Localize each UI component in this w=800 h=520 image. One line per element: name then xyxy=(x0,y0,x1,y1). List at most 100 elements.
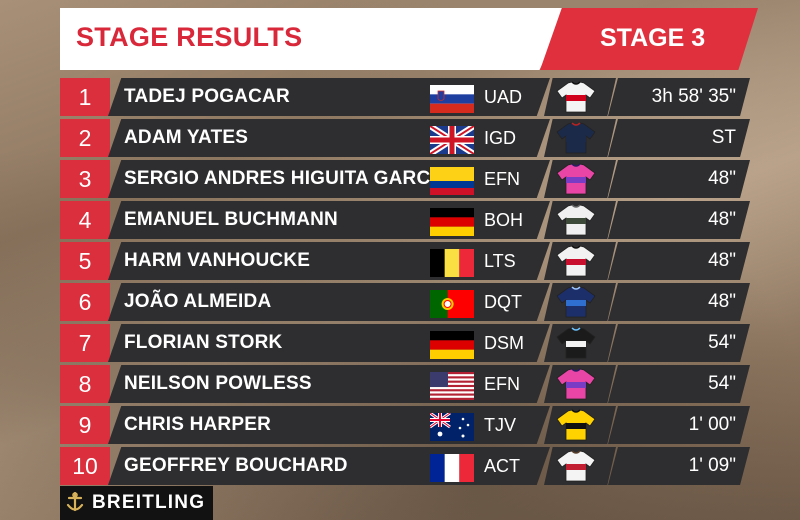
team-code: UAD xyxy=(484,87,523,107)
belgium-flag-icon xyxy=(430,249,474,277)
rider-name: EMANUEL BUCHMANN xyxy=(124,209,338,230)
germany-flag-icon xyxy=(430,208,474,236)
team-code: EFN xyxy=(484,169,520,189)
time-panel xyxy=(608,406,750,444)
position-number: 1 xyxy=(78,84,92,110)
usa-flag-icon xyxy=(430,372,474,400)
france-flag-icon xyxy=(430,454,474,482)
finish-time: 48" xyxy=(708,291,736,312)
finish-time: 54" xyxy=(708,332,736,353)
position-number: 5 xyxy=(78,248,92,274)
colombia-flag-icon xyxy=(430,167,474,195)
portugal-flag-icon xyxy=(430,290,474,318)
time-panel xyxy=(608,365,750,403)
ag2r-jersey-icon xyxy=(556,450,596,482)
rider-name-panel xyxy=(108,447,550,485)
ef-jersey-icon xyxy=(556,163,596,195)
sponsor-panel xyxy=(60,486,213,520)
rider-name-panel xyxy=(108,201,550,239)
stage-label: STAGE 3 xyxy=(600,24,706,52)
dsm-jersey-icon xyxy=(556,327,596,359)
rider-name-panel xyxy=(108,242,550,280)
slovenia-flag-icon xyxy=(430,85,474,113)
team-code: TJV xyxy=(484,415,517,435)
time-panel xyxy=(608,242,750,280)
rider-name: TADEJ POGACAR xyxy=(124,86,290,107)
rider-name-panel xyxy=(108,283,550,321)
finish-time: 48" xyxy=(708,250,736,271)
time-panel xyxy=(608,78,750,116)
rider-name-panel xyxy=(108,324,550,362)
rider-name: CHRIS HARPER xyxy=(124,414,272,435)
uk-flag-icon xyxy=(430,126,474,154)
table-row: 8 NEILSON POWLESS EFN 54" xyxy=(60,365,750,403)
position-number: 9 xyxy=(78,412,92,438)
table-row: 4 EMANUEL BUCHMANN BOH 48" xyxy=(60,201,750,239)
rider-name: ADAM YATES xyxy=(124,127,249,148)
table-row: 10 GEOFFREY BOUCHARD ACT 1' 09" xyxy=(60,447,750,485)
position-badge xyxy=(60,242,110,280)
page-title: STAGE RESULTS xyxy=(76,22,303,52)
time-panel xyxy=(608,283,750,321)
position-number: 2 xyxy=(78,125,92,151)
position-badge xyxy=(60,119,110,157)
table-row: 3 SERGIO ANDRES HIGUITA GARCIA EFN 48" xyxy=(60,160,750,198)
bora-jersey-icon xyxy=(556,204,596,236)
position-number: 8 xyxy=(78,371,92,397)
position-badge xyxy=(60,324,110,362)
position-number: 10 xyxy=(72,453,98,479)
position-number: 4 xyxy=(78,207,92,233)
team-code: IGD xyxy=(484,128,517,148)
table-row: 1 TADEJ POGACAR UAD 3h 58' 35" xyxy=(60,78,750,116)
time-panel xyxy=(608,447,750,485)
germany-flag-icon xyxy=(430,331,474,359)
stage-badge-panel xyxy=(540,8,758,70)
position-badge xyxy=(60,283,110,321)
table-row: 7 FLORIAN STORK DSM 54" xyxy=(60,324,750,362)
rider-name: JOÃO ALMEIDA xyxy=(124,291,272,312)
jumbo-jersey-icon xyxy=(556,409,596,441)
finish-time: 48" xyxy=(708,209,736,230)
rider-name: FLORIAN STORK xyxy=(124,332,283,353)
rider-name: NEILSON POWLESS xyxy=(124,373,312,394)
team-code: EFN xyxy=(484,374,520,394)
sponsor-name: BREITLING xyxy=(92,492,206,513)
position-number: 7 xyxy=(78,330,92,356)
position-number: 3 xyxy=(78,166,92,192)
team-code: BOH xyxy=(484,210,524,230)
rider-name: SERGIO ANDRES HIGUITA GARCIA xyxy=(124,168,450,189)
finish-time: 1' 00" xyxy=(688,414,736,435)
rider-name: HARM VANHOUCKE xyxy=(124,250,311,271)
position-badge xyxy=(60,365,110,403)
finish-time: 48" xyxy=(708,168,736,189)
ef-jersey-icon xyxy=(556,368,596,400)
team-code: LTS xyxy=(484,251,516,271)
team-code: DSM xyxy=(484,333,524,353)
position-badge xyxy=(60,160,110,198)
finish-time: 3h 58' 35" xyxy=(651,86,736,107)
rider-name-panel xyxy=(108,78,550,116)
finish-time: 54" xyxy=(708,373,736,394)
rider-name-panel xyxy=(108,406,550,444)
lotto-jersey-icon xyxy=(556,245,596,277)
position-badge xyxy=(60,201,110,239)
position-badge xyxy=(60,447,110,485)
table-row: 5 HARM VANHOUCKE LTS 48" xyxy=(60,242,750,280)
position-number: 6 xyxy=(78,289,92,315)
rider-name-panel xyxy=(108,365,550,403)
ineos-jersey-icon xyxy=(556,122,596,154)
finish-time: ST xyxy=(711,127,736,148)
time-panel xyxy=(608,119,750,157)
deceuninck-jersey-icon xyxy=(556,286,596,318)
position-badge xyxy=(60,406,110,444)
table-row: 9 CHRIS HARPER TJV 1' 00" xyxy=(60,406,750,444)
position-badge xyxy=(60,78,110,116)
time-panel xyxy=(608,324,750,362)
breitling-anchor-icon xyxy=(66,492,84,512)
team-code: ACT xyxy=(484,456,520,476)
finish-time: 1' 09" xyxy=(688,455,736,476)
table-row: 2 ADAM YATES IGD ST xyxy=(60,119,750,157)
time-panel xyxy=(608,160,750,198)
rider-name-panel xyxy=(108,119,550,157)
australia-flag-icon xyxy=(430,413,474,441)
